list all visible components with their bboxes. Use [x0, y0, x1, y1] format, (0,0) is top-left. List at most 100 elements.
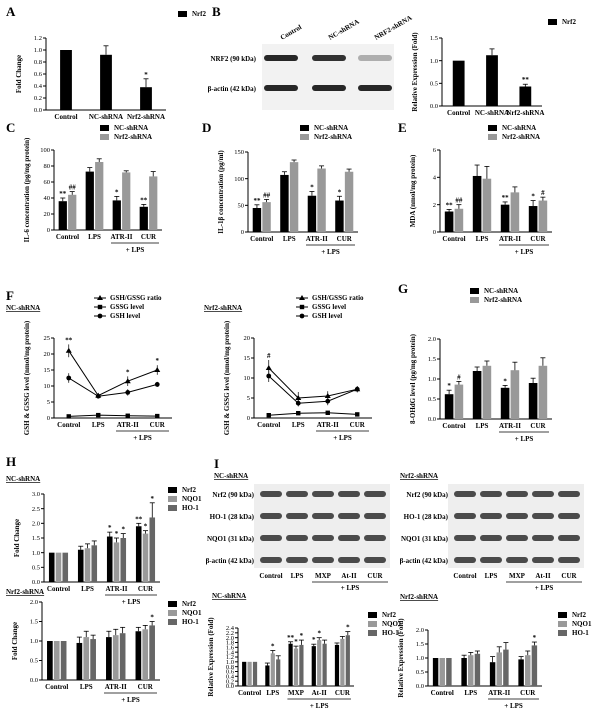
d-legend-label: NC-shRNA	[314, 124, 348, 132]
i2-category-label: Control	[431, 689, 454, 697]
e-ytick-label: 0	[433, 229, 436, 236]
h1-ytick-label: 1.5	[32, 535, 40, 542]
i1-ytick-label: 1.2	[226, 654, 234, 661]
b-legend-swatch	[548, 19, 557, 25]
f1-point	[96, 412, 101, 418]
i2-bar	[525, 655, 531, 686]
i-right-band	[532, 557, 554, 563]
i2-category-label: LPS	[464, 689, 477, 697]
g-ytick-label: 1.0	[428, 376, 436, 383]
a-ytick-label: 1.0	[34, 47, 42, 54]
e-bar	[538, 200, 548, 232]
b-category-label: NC-shRNA	[475, 109, 509, 117]
f2-category-label: ATR-II	[317, 421, 339, 429]
f2-point	[266, 373, 272, 379]
i-left-band	[260, 557, 282, 563]
e-significance-mark: **	[446, 201, 454, 209]
h1-bar	[142, 533, 149, 582]
d-bar	[252, 208, 262, 232]
f2-ytick-label: 5	[247, 395, 250, 402]
i-left-band	[286, 535, 308, 541]
i-left-band	[286, 491, 308, 497]
d-significance-mark: *	[310, 183, 314, 191]
c-significance-mark: ##	[69, 184, 77, 192]
i1-bar	[340, 638, 345, 686]
i1-subtitle: NC-shRNA	[212, 592, 246, 600]
h1-category-label: Control	[47, 585, 70, 593]
i1-ytick-label: 1.0	[226, 659, 234, 666]
b-lane-label: NC-shRNA	[327, 18, 361, 42]
c-y-axis-label: IL-6 concentration (pg/mg protein)	[23, 137, 31, 242]
g-bar	[482, 365, 492, 419]
b-lane-label: NRF2-shRNA	[373, 14, 413, 42]
c-category-label: ATR-II	[110, 233, 132, 241]
g-bar	[510, 370, 520, 419]
i1-bar	[270, 653, 275, 686]
f2-point	[325, 398, 331, 404]
h1-significance-mark: *	[115, 530, 119, 538]
f2-legend-marker	[299, 313, 305, 319]
f2-subtitle: Nrf2-shRNA	[204, 304, 242, 312]
h2-bar	[142, 629, 149, 680]
f1-ytick-label: 20	[44, 351, 51, 358]
i-left-lane-label: CUR	[367, 572, 383, 580]
a-legend-swatch	[178, 11, 187, 17]
b-blot-background	[262, 44, 394, 110]
f1-legend-marker	[97, 295, 103, 300]
i-left-lane-label: At-II	[341, 572, 356, 580]
f2-point	[266, 413, 271, 418]
f2-legend-label: GSH level	[312, 312, 342, 320]
d-legend-swatch	[300, 125, 309, 131]
c-bar	[149, 176, 158, 230]
d-category-label: LPS	[283, 235, 296, 243]
f2-point	[324, 393, 331, 398]
h2-significance-mark: *	[150, 614, 154, 622]
i2-ytick-label: 0.5	[416, 669, 424, 676]
c-group-label: + LPS	[126, 246, 145, 254]
i-right-band	[532, 491, 554, 497]
b-category-label: Control	[447, 109, 470, 117]
f1-legend-marker	[97, 304, 103, 310]
f1-ytick-label: 0	[47, 415, 50, 422]
i2-legend-label: Nrf2	[572, 611, 586, 619]
b-category-label: Nrf2-shRNA	[506, 109, 544, 117]
b-row-label: NRF2 (90 kDa)	[211, 55, 257, 63]
f2-point	[265, 365, 272, 370]
i-left-band	[286, 557, 308, 563]
b-band	[264, 85, 298, 91]
b-band	[312, 55, 346, 61]
i2-bar	[468, 655, 474, 686]
g-ytick-label: 2.0	[428, 336, 436, 343]
i1-category-label: MXP	[288, 689, 305, 697]
f2-point	[296, 411, 301, 416]
i-right-band	[480, 491, 502, 497]
i1-ytick-label: 1.6	[226, 645, 235, 652]
f2-legend-marker	[299, 295, 305, 300]
g-bar	[538, 365, 548, 419]
f2-category-label: Control	[257, 421, 280, 429]
i2-ytick-label: 0.0	[416, 683, 424, 690]
a-bar	[140, 87, 152, 110]
d-bar	[289, 162, 299, 232]
h1-legend-swatch	[168, 505, 177, 511]
i1-bar	[317, 640, 322, 686]
a-ytick-label: 0.4	[34, 83, 43, 90]
f1-point	[124, 378, 131, 384]
h1-ytick-label: 0.5	[32, 565, 40, 572]
g-ytick-label: 1.5	[428, 356, 436, 363]
i1-bar	[252, 661, 258, 686]
i-right-band	[558, 513, 580, 519]
i2-group-label: + LPS	[504, 702, 523, 708]
h1-category-label: LPS	[81, 585, 94, 593]
g-significance-mark: *	[503, 377, 507, 385]
f2-ytick-label: 10	[244, 375, 251, 382]
c-bar	[58, 201, 67, 230]
e-bar	[472, 175, 482, 232]
h1-legend-swatch	[168, 487, 177, 493]
f1-series-line	[68, 377, 158, 397]
h1-ytick-label: 2.0	[32, 521, 40, 528]
e-significance-mark: #	[541, 189, 545, 197]
h1-significance-mark: *	[122, 526, 126, 534]
f1-point	[66, 414, 71, 419]
i-right-band	[506, 491, 528, 497]
